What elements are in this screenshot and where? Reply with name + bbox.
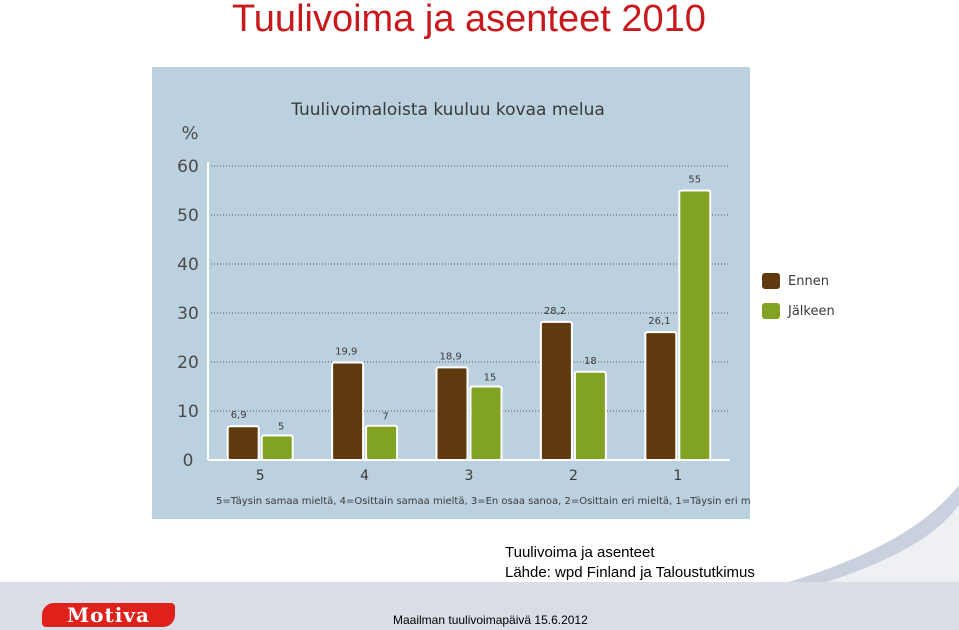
data-label: 15 <box>484 373 497 384</box>
x-tick-label: 4 <box>360 468 369 484</box>
footer-text: Maailman tuulivoimapäivä 15.6.2012 <box>393 613 588 627</box>
data-label: 28,2 <box>544 306 566 317</box>
legend-item-ennen: Ennen <box>762 266 835 296</box>
bar-jalkeen-1 <box>678 189 712 461</box>
legend-swatch-jalkeen <box>762 303 780 319</box>
data-label: 6,9 <box>231 410 247 421</box>
data-label: 19,9 <box>335 346 357 357</box>
x-axis-note: 5=Täysin samaa mieltä, 4=Osittain samaa … <box>216 496 750 507</box>
chart-panel: Tuulivoimaloista kuuluu kovaa melua % 0 1… <box>152 67 750 519</box>
y-tick-label: 10 <box>177 402 199 422</box>
data-label: 18,9 <box>440 351 462 362</box>
y-tick-label: 40 <box>177 255 199 275</box>
motiva-logo: Motiva <box>42 603 175 627</box>
legend-item-jalkeen: Jälkeen <box>762 296 835 326</box>
y-axis-unit: % <box>181 123 198 144</box>
legend-swatch-ennen <box>762 273 780 289</box>
bar-ennen-1 <box>644 331 678 461</box>
x-tick-label: 3 <box>465 468 474 484</box>
y-tick-label: 30 <box>177 304 199 324</box>
bar-ennen-2 <box>539 320 573 461</box>
bar-jalkeen-5 <box>260 434 294 461</box>
bar-ennen-3 <box>435 366 469 462</box>
data-label: 5 <box>278 422 284 433</box>
data-label: 55 <box>688 175 701 186</box>
bar-ennen-4 <box>331 361 365 461</box>
grid-layer: 0 10 20 30 40 50 60 <box>177 157 730 471</box>
chart-title: Tuulivoimaloista kuuluu kovaa melua <box>290 100 605 120</box>
data-label: 26,1 <box>648 316 670 327</box>
x-tick-label: 5 <box>256 468 265 484</box>
y-tick-label: 50 <box>177 206 199 226</box>
y-tick-label: 20 <box>177 353 199 373</box>
chart-legend: Ennen Jälkeen <box>762 266 835 326</box>
caption-source: Lähde: wpd Finland ja Taloustutkimus <box>505 564 755 581</box>
x-tick-label: 2 <box>569 468 578 484</box>
data-label: 7 <box>382 412 388 423</box>
source-caption: Tuulivoima ja asenteet Lähde: wpd Finlan… <box>505 543 755 583</box>
legend-label-jalkeen: Jälkeen <box>788 303 835 319</box>
bar-jalkeen-2 <box>573 370 607 461</box>
y-tick-label: 60 <box>177 157 199 177</box>
y-tick-label: 0 <box>183 451 194 471</box>
bar-ennen-5 <box>226 425 260 462</box>
legend-label-ennen: Ennen <box>788 273 829 289</box>
caption-title: Tuulivoima ja asenteet <box>505 544 655 561</box>
data-label: 18 <box>584 356 597 367</box>
bar-jalkeen-4 <box>365 424 399 462</box>
bar-jalkeen-3 <box>469 385 503 461</box>
bar-chart: Tuulivoimaloista kuuluu kovaa melua % 0 1… <box>177 100 750 507</box>
x-tick-label: 1 <box>673 468 682 484</box>
slide-title: Tuulivoima ja asenteet 2010 <box>232 0 706 40</box>
